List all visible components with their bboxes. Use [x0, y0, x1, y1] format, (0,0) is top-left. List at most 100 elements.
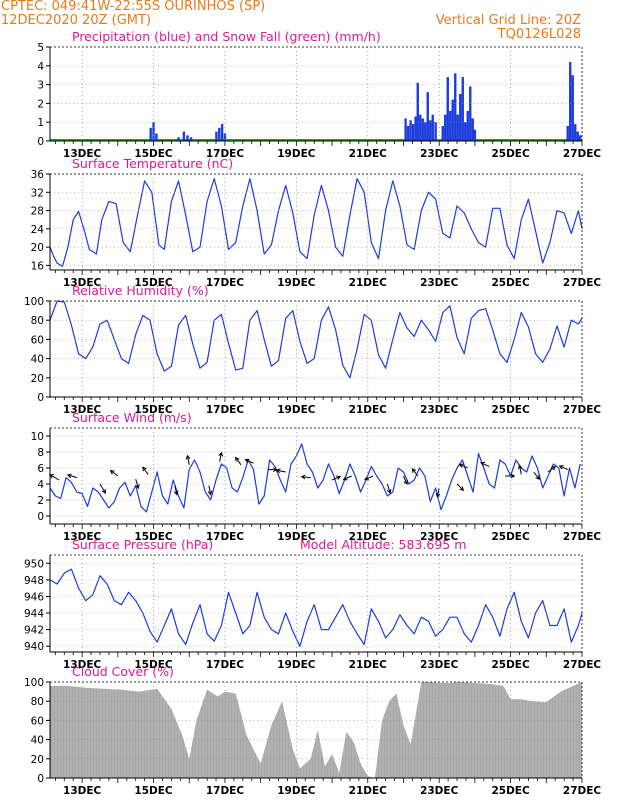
- precip-bar: [446, 77, 449, 141]
- header-date: 12DEC2020 20Z (GMT): [1, 13, 152, 28]
- precip-bar: [464, 122, 467, 141]
- wind-arrow: [456, 483, 464, 491]
- y-tick-label: 2: [37, 495, 44, 507]
- precip-bar: [574, 124, 577, 141]
- y-tick-label: 948: [24, 575, 44, 587]
- wind-arrow-head: [218, 451, 224, 457]
- precip-bar: [576, 131, 579, 141]
- wind-arrow: [235, 457, 242, 466]
- wind-arrow: [174, 485, 178, 495]
- panel-title: Precipitation (blue) and Snow Fall (gree…: [72, 29, 381, 44]
- x-tick-label: 25DEC: [491, 531, 530, 543]
- y-tick-label: 0: [37, 136, 44, 148]
- x-tick-label: 19DEC: [277, 785, 316, 797]
- precip-bar: [182, 131, 186, 141]
- header-station: CPTEC: 049:41W-22:55S OURINHOS (SP): [1, 0, 266, 14]
- precip-bar: [409, 120, 412, 141]
- precip-bar: [411, 124, 415, 141]
- x-tick-label: 15DEC: [134, 659, 173, 671]
- x-tick-label: 13DEC: [63, 531, 102, 543]
- x-tick-label: 13DEC: [63, 404, 102, 416]
- wind-arrow-head: [275, 468, 281, 474]
- panel-1: [46, 173, 583, 275]
- precip-bar: [404, 118, 407, 141]
- wind-arrow-head: [135, 484, 140, 490]
- x-tick-label: 13DEC: [63, 277, 102, 289]
- wind-arrow-head: [300, 474, 306, 480]
- panel-title: Surface Temperature (nC): [72, 156, 233, 171]
- plot-area: [50, 174, 582, 270]
- x-tick-label: 27DEC: [563, 659, 602, 671]
- x-tick-label: 15DEC: [134, 404, 173, 416]
- x-tick-label: 15DEC: [134, 531, 173, 543]
- wind-arrow: [547, 466, 556, 473]
- y-tick-label: 0: [37, 773, 44, 785]
- wind-arrow: [519, 465, 522, 475]
- series-line: [49, 178, 583, 267]
- series-line: [49, 300, 583, 379]
- x-tick-label: 21DEC: [349, 785, 388, 797]
- precip-bar: [414, 116, 417, 141]
- y-tick-label: 80: [31, 696, 44, 708]
- wind-arrow-head: [109, 469, 115, 475]
- wind-arrow: [403, 475, 408, 485]
- wind-arrow-head: [364, 476, 370, 481]
- wind-arrow: [301, 476, 311, 479]
- wind-arrow: [49, 474, 60, 481]
- wind-arrow-head: [403, 480, 408, 486]
- y-tick-label: 5: [37, 42, 44, 54]
- y-tick-label: 942: [24, 625, 44, 637]
- y-tick-label: 40: [31, 735, 44, 747]
- panel-title: Cloud Cover (%): [72, 664, 174, 679]
- x-tick-label: 21DEC: [349, 659, 388, 671]
- precip-bar: [426, 92, 429, 141]
- wind-arrow-head: [66, 473, 72, 479]
- wind-arrow: [386, 483, 391, 494]
- precip-bar: [459, 94, 462, 141]
- wind-arrow-head: [386, 488, 392, 494]
- x-tick-label: 19DEC: [277, 277, 316, 289]
- x-tick-label: 25DEC: [491, 277, 530, 289]
- x-tick-label: 25DEC: [491, 404, 530, 416]
- y-tick-label: 28: [31, 206, 44, 218]
- panel-5: [46, 681, 583, 783]
- panel-2: [46, 300, 583, 402]
- x-tick-label: 19DEC: [277, 531, 316, 543]
- precip-bar: [579, 135, 582, 141]
- x-tick-label: 25DEC: [491, 659, 530, 671]
- y-tick-label: 32: [31, 187, 44, 199]
- precip-bar: [434, 122, 437, 141]
- y-tick-label: 1: [37, 117, 44, 129]
- wind-arrow-head: [435, 493, 441, 499]
- y-tick-label: 40: [31, 354, 44, 366]
- x-tick-label: 19DEC: [277, 148, 316, 160]
- x-tick-label: 19DEC: [277, 404, 316, 416]
- y-tick-label: 20: [31, 754, 44, 766]
- precip-bar: [571, 75, 574, 141]
- wind-arrow: [110, 470, 119, 477]
- y-tick-label: 60: [31, 715, 44, 727]
- precip-bar: [220, 124, 224, 141]
- wind-arrow-head: [336, 475, 342, 480]
- precip-bar: [461, 77, 464, 141]
- panel-3: [46, 427, 583, 529]
- x-tick-label: 15DEC: [134, 148, 173, 160]
- y-tick-label: 80: [31, 315, 44, 327]
- x-tick-label: 21DEC: [349, 148, 388, 160]
- x-tick-label: 23DEC: [420, 404, 459, 416]
- precip-bar: [218, 127, 221, 141]
- precip-bar: [189, 137, 193, 141]
- precip-bar: [421, 118, 424, 141]
- precip-bar: [569, 62, 572, 141]
- wind-arrow-head: [234, 456, 240, 462]
- y-tick-label: 4: [37, 479, 44, 491]
- panel-title: Relative Humidity (%): [72, 283, 209, 298]
- x-tick-label: 13DEC: [63, 659, 102, 671]
- wind-arrow-head: [510, 473, 516, 479]
- x-tick-label: 23DEC: [420, 148, 459, 160]
- panel-subtitle: Model Altitude: 583.695 m: [300, 537, 466, 552]
- y-tick-label: 0: [37, 511, 44, 523]
- precip-bar: [454, 73, 457, 141]
- precip-bar: [473, 129, 477, 141]
